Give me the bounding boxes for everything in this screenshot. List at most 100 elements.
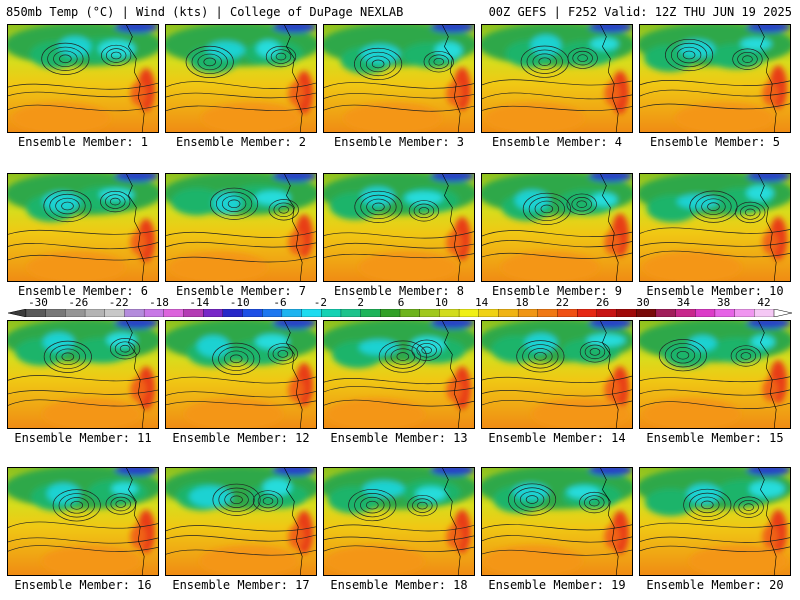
ensemble-panel: [481, 320, 633, 429]
panel-map: [166, 174, 316, 281]
colorbar-label: 6: [397, 296, 405, 309]
panel-map: [324, 321, 474, 428]
colorbar-segment: [360, 309, 381, 317]
colorbar-segment: [478, 309, 499, 317]
colorbar-segment: [655, 309, 677, 317]
ensemble-panel: [323, 173, 475, 282]
ensemble-panel: [7, 467, 159, 576]
colorbar-segment: [714, 309, 736, 317]
colorbar-segment: [734, 309, 755, 317]
colorbar-segment: [577, 309, 598, 317]
ensemble-panel: [481, 173, 633, 282]
panel-map: [640, 321, 790, 428]
panel-caption: Ensemble Member: 11: [14, 431, 152, 445]
panel-map: [482, 174, 632, 281]
panel-map: [166, 468, 316, 575]
colorbar-segment: [458, 309, 480, 317]
colorbar-segment: [183, 309, 204, 317]
colorbar-label: 22: [555, 296, 569, 309]
colorbar-label: -18: [149, 296, 169, 309]
panel-caption: Ensemble Member: 4: [491, 135, 623, 149]
panel-map: [324, 174, 474, 281]
ensemble-panel: [481, 24, 633, 133]
panel-map: [640, 25, 790, 132]
colorbar-segment: [439, 309, 460, 317]
panel-map: [640, 174, 790, 281]
colorbar-min-arrow: [8, 309, 27, 317]
colorbar-segment: [163, 309, 184, 317]
panel-map: [640, 468, 790, 575]
colorbar-segment: [537, 309, 558, 317]
ensemble-panel: [165, 467, 317, 576]
header-run-info: 00Z GEFS | F252 Valid: 12Z THU JUN 19 20…: [488, 5, 792, 19]
panel-map: [482, 321, 632, 428]
colorbar-segment: [262, 309, 283, 317]
colorbar-segment: [498, 309, 519, 317]
panel-caption: Ensemble Member: 17: [172, 578, 310, 592]
panel-map: [8, 321, 158, 428]
colorbar-label: -22: [108, 296, 129, 309]
colorbar-label: 42: [757, 296, 771, 309]
colorbar-label: 14: [475, 296, 489, 309]
panel-map: [166, 321, 316, 428]
panel-caption: Ensemble Member: 10: [646, 284, 784, 298]
colorbar-label: 30: [636, 296, 650, 309]
colorbar-segment: [596, 309, 617, 317]
ensemble-panel: [639, 467, 791, 576]
colorbar-segment: [281, 309, 303, 317]
colorbar-segment: [399, 309, 421, 317]
colorbar-segment: [203, 309, 224, 317]
colorbar-segment: [419, 309, 440, 317]
panel-caption: Ensemble Member: 2: [175, 135, 307, 149]
colorbar-segment: [242, 309, 263, 317]
colorbar-segment: [124, 309, 145, 317]
ensemble-panel: [323, 467, 475, 576]
ensemble-panel: [639, 320, 791, 429]
colorbar-segment: [340, 309, 362, 317]
colorbar-segment: [45, 309, 66, 317]
panel-caption: Ensemble Member: 13: [330, 431, 468, 445]
colorbar-label: 18: [515, 296, 529, 309]
colorbar-max-arrow: [773, 309, 792, 317]
colorbar-label: -6: [273, 296, 287, 309]
colorbar-label: 2: [357, 296, 364, 309]
colorbar-segment: [695, 309, 716, 317]
colorbar-label: 38: [717, 296, 731, 309]
colorbar-label: -14: [189, 296, 210, 309]
colorbar-segment: [65, 309, 86, 317]
ensemble-panel: [639, 24, 791, 133]
colorbar-labels: -30 -26 -22 -18 -14 -10 -6 -2 2 6 10 14 18 22 26 30 34 38…: [0, 296, 800, 309]
colorbar-segment: [517, 309, 539, 317]
panel-caption: Ensemble Member: 18: [330, 578, 468, 592]
panel-map: [324, 468, 474, 575]
panel-map: [8, 25, 158, 132]
panel-map: [482, 25, 632, 132]
panel-caption: Ensemble Member: 14: [488, 431, 626, 445]
colorbar-label: -10: [229, 296, 250, 309]
panel-caption: Ensemble Member: 9: [491, 284, 623, 298]
colorbar-label: -30: [28, 296, 48, 309]
panel-map: [8, 174, 158, 281]
colorbar-segment: [25, 309, 47, 317]
panel-caption: Ensemble Member: 16: [14, 578, 152, 592]
temperature-colorbar: [8, 309, 792, 317]
panel-caption: Ensemble Member: 20: [646, 578, 784, 592]
colorbar-segment: [143, 309, 165, 317]
header-title: 850mb Temp (°C) | Wind (kts) | College o…: [6, 5, 404, 19]
ensemble-panel: [323, 24, 475, 133]
ensemble-panel: [481, 467, 633, 576]
panel-caption: Ensemble Member: 15: [646, 431, 784, 445]
colorbar-segment: [84, 309, 106, 317]
ensemble-panel: [165, 320, 317, 429]
colorbar-segment: [104, 309, 125, 317]
ensemble-panel: [7, 320, 159, 429]
colorbar-label: -26: [68, 296, 89, 309]
panel-caption: Ensemble Member: 12: [172, 431, 310, 445]
colorbar-segment: [675, 309, 696, 317]
ensemble-panel: [7, 173, 159, 282]
panel-map: [8, 468, 158, 575]
colorbar-label: -2: [313, 296, 327, 309]
panel-map: [324, 25, 474, 132]
colorbar-label: 34: [676, 296, 690, 309]
panel-caption: Ensemble Member: 5: [649, 135, 781, 149]
